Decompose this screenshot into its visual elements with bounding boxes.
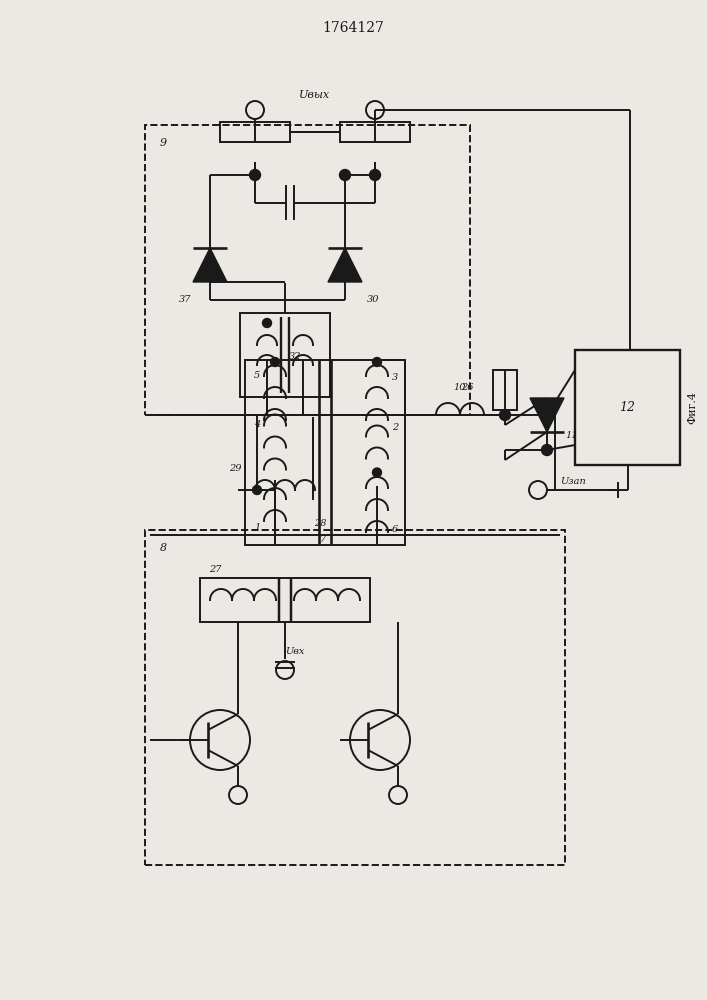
Text: 4: 4 xyxy=(254,420,260,429)
Circle shape xyxy=(373,468,382,477)
Text: 29: 29 xyxy=(229,464,241,473)
Circle shape xyxy=(252,486,262,495)
Text: 27: 27 xyxy=(209,566,221,574)
Bar xyxy=(245,360,405,545)
Bar xyxy=(145,125,470,415)
Circle shape xyxy=(339,169,351,180)
Bar xyxy=(493,370,517,410)
Text: 9: 9 xyxy=(160,138,167,148)
Bar xyxy=(145,530,565,865)
Circle shape xyxy=(373,357,382,366)
Text: 1: 1 xyxy=(254,522,260,532)
Polygon shape xyxy=(328,248,362,282)
Text: 32: 32 xyxy=(288,352,301,361)
Polygon shape xyxy=(193,248,227,282)
Circle shape xyxy=(370,169,380,180)
Bar xyxy=(240,313,330,397)
Text: 1764127: 1764127 xyxy=(322,21,384,35)
Polygon shape xyxy=(530,398,564,432)
Text: 11: 11 xyxy=(566,430,578,440)
Text: 37: 37 xyxy=(179,296,192,304)
Text: 7: 7 xyxy=(320,536,326,544)
Text: 3: 3 xyxy=(392,373,398,382)
Circle shape xyxy=(271,357,279,366)
Text: 12: 12 xyxy=(619,401,636,414)
Bar xyxy=(575,350,680,465)
Text: 28: 28 xyxy=(314,518,326,527)
Circle shape xyxy=(500,410,510,420)
Text: 30: 30 xyxy=(367,296,379,304)
Text: Uвых: Uвых xyxy=(300,90,331,100)
Text: Uвх: Uвх xyxy=(286,648,305,656)
Circle shape xyxy=(250,169,260,180)
Text: 2: 2 xyxy=(392,423,398,432)
Text: Фиг.4: Фиг.4 xyxy=(687,390,697,424)
Text: 26: 26 xyxy=(461,382,473,391)
Circle shape xyxy=(542,444,552,456)
Text: 5: 5 xyxy=(254,370,260,379)
Text: 8: 8 xyxy=(160,543,167,553)
Text: Uзап: Uзап xyxy=(560,478,586,487)
Circle shape xyxy=(262,318,271,328)
Text: 6: 6 xyxy=(392,526,398,534)
Text: 10: 10 xyxy=(454,382,466,391)
Bar xyxy=(340,122,410,142)
Bar xyxy=(220,122,290,142)
Circle shape xyxy=(542,410,552,420)
Bar xyxy=(200,578,370,622)
